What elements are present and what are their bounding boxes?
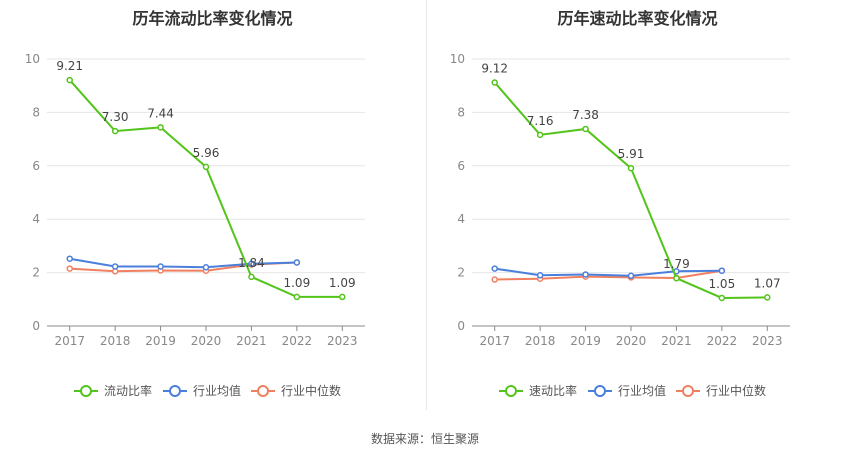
y-tick-label: 4 — [457, 212, 465, 226]
x-tick-label: 2020 — [616, 334, 647, 348]
legend-label: 行业中位数 — [706, 383, 766, 398]
data-point — [248, 260, 255, 268]
data-point — [582, 125, 589, 133]
legend-label: 行业中位数 — [281, 383, 341, 398]
data-point — [536, 272, 544, 279]
x-tick-label: 2017 — [54, 334, 85, 348]
data-point — [66, 265, 73, 272]
data-point — [718, 294, 726, 302]
x-tick-label: 2022 — [282, 334, 313, 348]
x-tick-label: 2021 — [236, 334, 267, 348]
x-tick-label: 2018 — [100, 334, 131, 348]
data-point — [111, 263, 119, 270]
legend-item: 流动比率 — [74, 383, 152, 398]
y-tick-label: 2 — [457, 266, 465, 280]
data-label: 1.07 — [754, 276, 781, 290]
legend-label: 行业均值 — [193, 383, 241, 398]
legend-marker — [169, 385, 181, 397]
data-point — [627, 272, 635, 280]
x-tick-label: 2023 — [327, 334, 358, 348]
chart-title: 历年流动比率变化情况 — [132, 9, 293, 28]
data-point — [718, 267, 726, 274]
legend-item: 行业中位数 — [676, 383, 766, 398]
legend-marker — [505, 385, 517, 397]
data-point — [111, 127, 119, 135]
data-label: 9.12 — [481, 61, 508, 75]
data-point — [536, 131, 544, 139]
data-point — [491, 79, 498, 86]
x-tick-label: 2019 — [570, 334, 601, 348]
data-point — [764, 294, 771, 301]
data-source: 数据来源：恒生聚源 — [370, 432, 479, 446]
y-tick-label: 8 — [457, 105, 465, 119]
data-point — [157, 124, 164, 131]
data-point — [248, 273, 255, 281]
x-tick-label: 2017 — [479, 334, 510, 348]
data-point — [673, 274, 680, 282]
data-point — [491, 276, 498, 283]
legend-label: 速动比率 — [529, 383, 577, 398]
legend-label: 行业均值 — [618, 383, 666, 398]
x-tick-label: 2021 — [661, 334, 692, 348]
data-label: 1.05 — [708, 277, 735, 291]
y-tick-label: 0 — [32, 319, 40, 333]
chart-panel-quick-ratio: 历年速动比率变化情况 0 2 4 6 8 10 2017 2018 2019 2020 2021 20… — [425, 0, 850, 420]
y-tick-label: 2 — [32, 266, 40, 280]
data-label: 1.09 — [283, 276, 310, 290]
legend-item: 行业均值 — [163, 383, 241, 398]
y-tick-label: 8 — [32, 105, 40, 119]
y-tick-label: 10 — [450, 52, 465, 66]
x-tick-label: 2019 — [145, 334, 176, 348]
data-label: 7.16 — [527, 114, 554, 128]
quick-ratio-chart: 0 2 4 6 8 10 2017 2018 2019 2020 2021 2022 2023 9.12 7… — [450, 52, 790, 398]
y-tick-label: 0 — [457, 319, 465, 333]
data-point — [582, 271, 589, 278]
chart-title: 历年速动比率变化情况 — [557, 9, 718, 28]
legend-item: 速动比率 — [499, 383, 577, 398]
data-point — [627, 164, 635, 172]
current-ratio-chart: 0 2 4 6 8 10 2017 2018 2019 2020 2021 2022 2023 9.21 7… — [25, 52, 365, 398]
data-label: 7.30 — [102, 110, 129, 124]
legend-marker — [682, 385, 694, 397]
legend-marker — [257, 385, 269, 397]
x-tick-label: 2020 — [191, 334, 222, 348]
divider — [426, 0, 427, 410]
data-point — [202, 264, 210, 271]
data-label: 9.21 — [56, 59, 83, 73]
series-line-1 — [69, 257, 297, 269]
data-label: 5.91 — [618, 147, 645, 161]
legend-item: 行业中位数 — [251, 383, 341, 398]
legend-label: 流动比率 — [104, 383, 152, 398]
chart-panel-current-ratio: 历年流动比率变化情况 0 2 4 6 8 10 2017 2018 2019 2020 2021 20… — [0, 0, 425, 420]
data-point — [66, 255, 73, 262]
y-tick-label: 6 — [457, 159, 465, 173]
data-label: 7.38 — [572, 108, 599, 122]
data-label: 1.09 — [329, 276, 356, 290]
y-tick-label: 4 — [32, 212, 40, 226]
legend-marker — [594, 385, 606, 397]
x-tick-label: 2022 — [707, 334, 738, 348]
data-label: 1.79 — [663, 257, 690, 271]
data-point — [339, 293, 346, 301]
legend-item: 行业均值 — [588, 383, 666, 398]
data-label: 7.44 — [147, 106, 174, 120]
data-point — [491, 265, 498, 272]
x-tick-label: 2018 — [525, 334, 556, 348]
x-tick-label: 2023 — [752, 334, 783, 348]
legend-marker — [80, 385, 92, 397]
data-point — [202, 163, 210, 171]
data-label: 5.96 — [193, 146, 220, 160]
data-point — [157, 263, 164, 270]
series-line-1 — [494, 267, 722, 277]
y-tick-label: 6 — [32, 159, 40, 173]
y-tick-label: 10 — [25, 52, 40, 66]
data-point — [293, 293, 301, 301]
data-point — [66, 76, 73, 84]
data-point — [293, 259, 301, 266]
data-label: 1.84 — [238, 256, 265, 270]
series-line-2 — [494, 269, 723, 281]
